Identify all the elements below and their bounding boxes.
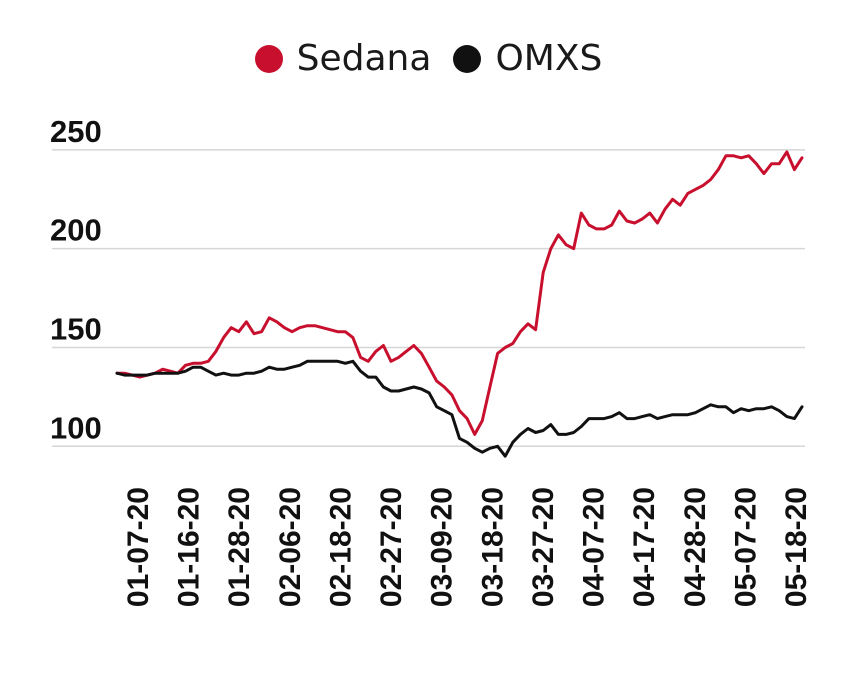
legend-label-sedana: Sedana: [296, 38, 432, 79]
legend-item-sedana: Sedana: [254, 38, 432, 79]
legend-marker-omxs: [453, 44, 482, 73]
x-tick-label-3: 02-06-20: [274, 487, 307, 607]
x-tick-label-4: 02-18-20: [325, 487, 358, 607]
x-tick-label-1: 01-16-20: [173, 487, 206, 607]
series-line-sedana: [115, 150, 804, 436]
y-tick-label-200: 200: [50, 213, 102, 248]
x-tick-label-0: 01-07-20: [122, 487, 155, 607]
x-tick-label-9: 04-07-20: [578, 487, 611, 607]
x-tick-label-13: 05-18-20: [780, 487, 813, 607]
legend-label-omxs: OMXS: [495, 38, 603, 79]
legend-marker-sedana: [254, 44, 283, 73]
x-tick-label-8: 03-27-20: [527, 487, 560, 607]
y-tick-label-250: 250: [50, 114, 102, 149]
x-tick-label-11: 04-28-20: [679, 487, 712, 607]
legend: Sedana OMXS: [0, 38, 857, 79]
legend-item-omxs: OMXS: [453, 38, 602, 79]
x-tick-label-7: 03-18-20: [476, 487, 509, 607]
x-tick-label-12: 05-07-20: [729, 487, 762, 607]
x-tick-label-6: 03-09-20: [426, 487, 459, 607]
y-tick-label-100: 100: [50, 410, 102, 445]
y-tick-label-150: 150: [50, 311, 102, 346]
x-tick-label-5: 02-27-20: [375, 487, 408, 607]
series-line-omxs: [115, 359, 804, 458]
x-tick-label-10: 04-17-20: [628, 487, 661, 607]
x-tick-label-2: 01-28-20: [223, 487, 256, 607]
